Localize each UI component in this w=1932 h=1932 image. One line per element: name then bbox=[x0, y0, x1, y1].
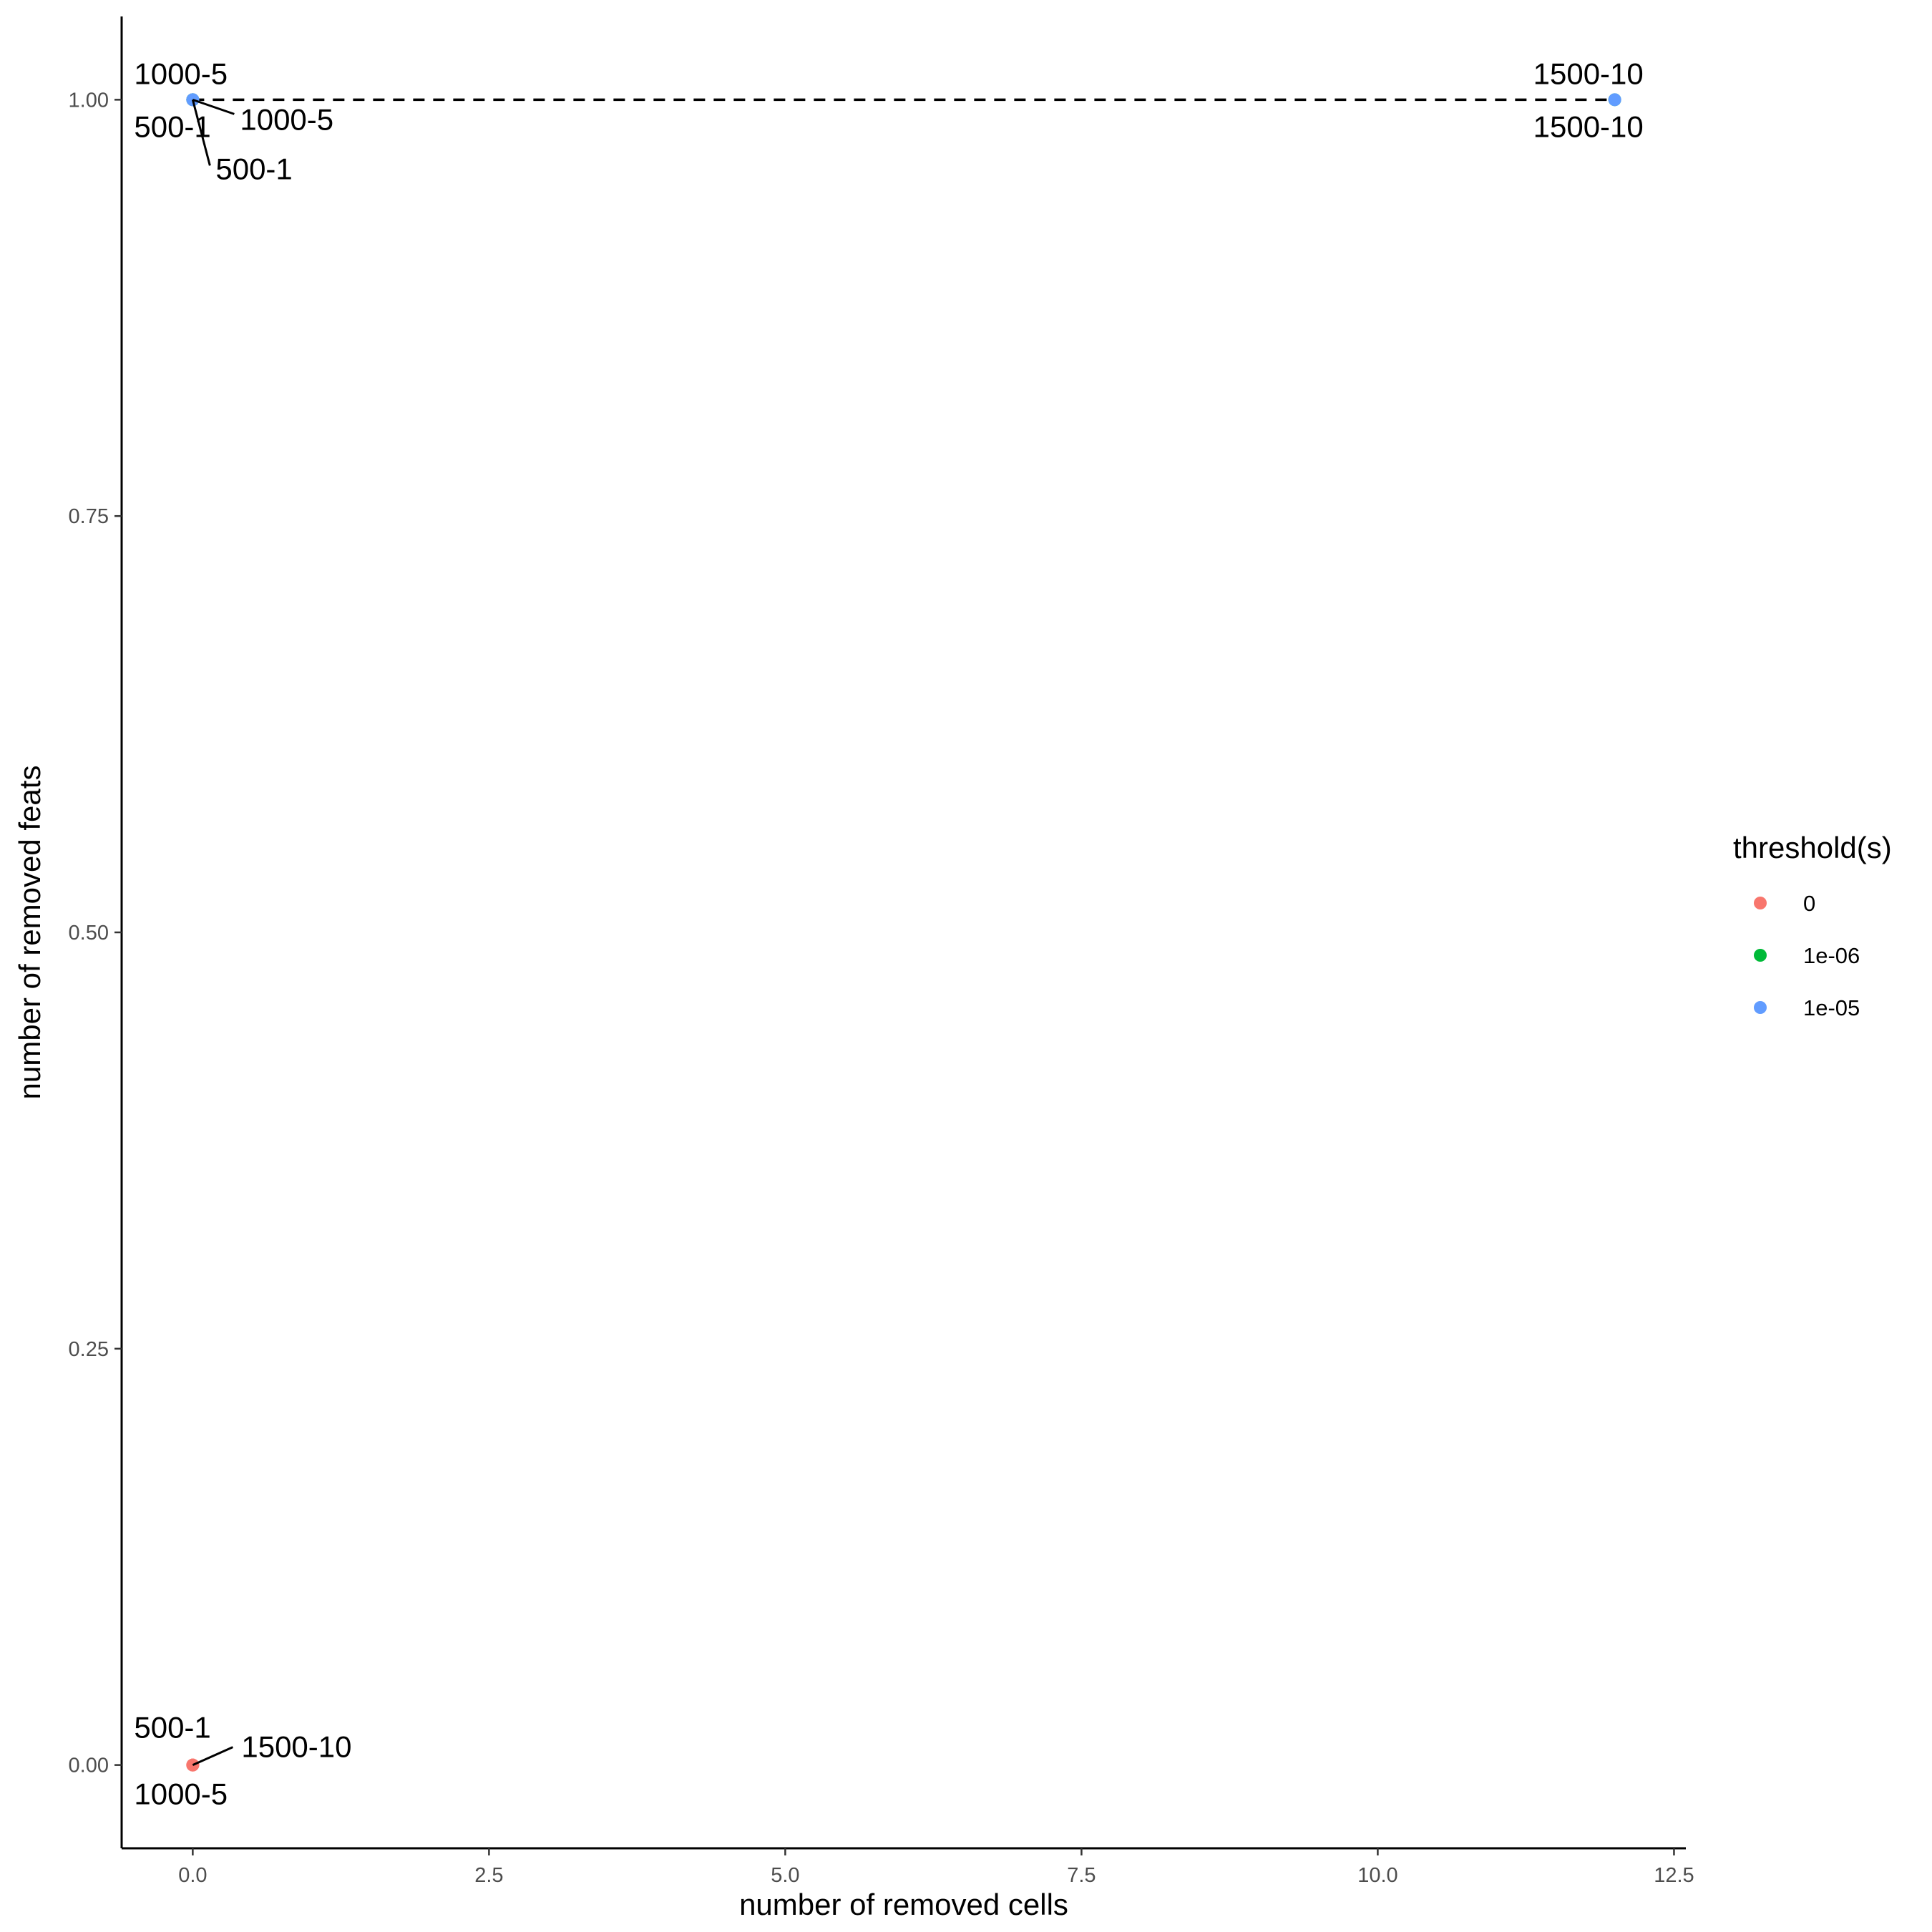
legend-key bbox=[1754, 1001, 1767, 1014]
point-label: 1000-5 bbox=[240, 102, 333, 136]
x-axis-title: number of removed cells bbox=[739, 1888, 1068, 1921]
x-tick-label: 5.0 bbox=[771, 1864, 799, 1887]
point-label: 500-1 bbox=[215, 152, 292, 185]
x-tick-label: 12.5 bbox=[1654, 1864, 1694, 1887]
label-leader-line bbox=[192, 1746, 233, 1767]
point-label: 500-1 bbox=[134, 109, 210, 143]
point-labels: 500-1 1000-5 1500-10 500-1 1000-5 1500-10 500-… bbox=[134, 57, 1643, 1810]
legend-label: 0 bbox=[1803, 891, 1815, 916]
y-tick-label: 0.00 bbox=[69, 1755, 109, 1777]
y-tick-label: 1.00 bbox=[69, 89, 109, 112]
data-points bbox=[186, 93, 1621, 1772]
label-leader-line bbox=[191, 99, 211, 166]
x-tick-label: 7.5 bbox=[1067, 1864, 1096, 1887]
y-tick-label: 0.25 bbox=[69, 1338, 109, 1361]
x-tick-label: 10.0 bbox=[1357, 1864, 1397, 1887]
legend-key bbox=[1754, 949, 1767, 962]
x-tick-label: 0.0 bbox=[178, 1864, 207, 1887]
x-tick-label: 2.5 bbox=[474, 1864, 503, 1887]
data-point bbox=[1608, 93, 1621, 107]
point-label: 1500-10 bbox=[241, 1730, 351, 1764]
point-label: 1500-10 bbox=[1533, 57, 1644, 90]
legend-label: 1e-06 bbox=[1803, 943, 1860, 968]
point-label: 1000-5 bbox=[134, 1777, 228, 1811]
legend-label: 1e-05 bbox=[1803, 995, 1860, 1020]
point-label: 1000-5 bbox=[134, 57, 228, 90]
label-leader-line bbox=[192, 98, 235, 115]
y-tick-label: 0.75 bbox=[69, 505, 109, 528]
point-label: 500-1 bbox=[134, 1711, 210, 1745]
legend: threshold(s) 0 1e-06 1e-05 bbox=[1733, 831, 1892, 1020]
axes: 0.0 2.5 5.0 7.5 10.0 12.5 0.00 0.25 0.50 0.75 1.00 bbox=[69, 16, 1694, 1887]
legend-key bbox=[1754, 897, 1767, 909]
point-label: 1500-10 bbox=[1533, 109, 1644, 143]
y-axis-title: number of removed feats bbox=[13, 766, 47, 1100]
legend-title: threshold(s) bbox=[1733, 831, 1892, 864]
y-tick-label: 0.50 bbox=[69, 922, 109, 945]
